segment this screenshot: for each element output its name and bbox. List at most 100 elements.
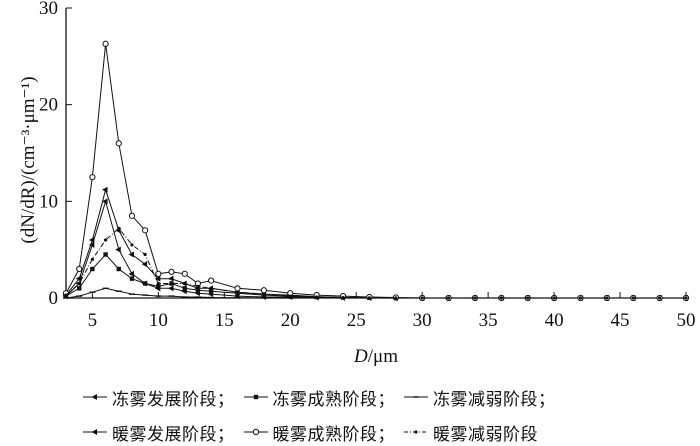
data-point [154, 275, 161, 282]
legend-item: 冻雾减弱阶段； [403, 385, 558, 410]
y-axis-label: (dN/dR)/(cm⁻³·μm⁻¹) [18, 76, 39, 243]
data-point [195, 288, 201, 293]
legend-separator: ； [217, 424, 235, 445]
data-point [76, 286, 82, 291]
legend-row-1: 冻雾发展阶段；冻雾成熟阶段；冻雾减弱阶段； [82, 385, 564, 410]
legend-marker [91, 429, 97, 435]
data-point [102, 198, 108, 205]
legend-item: 暖雾发展阶段； [82, 420, 237, 445]
data-point [88, 237, 95, 243]
series-line [65, 227, 686, 299]
data-point [90, 266, 95, 272]
chart: 0 10 20 30 5 10 15 20 25 30 35 40 45 50 (dN/dR)/(cm⁻³… [18, 0, 696, 367]
legend-marker [252, 428, 259, 436]
data-point [155, 270, 162, 277]
data-point [117, 226, 121, 230]
legend-swatch [243, 428, 268, 436]
data-point [64, 293, 68, 297]
x-tick-label: 15 [215, 310, 234, 331]
legend-separator: ； [538, 389, 556, 410]
data-point [141, 261, 148, 268]
data-point [499, 296, 503, 300]
y-tick-label: 10 [39, 191, 58, 212]
x-tick-label: 40 [545, 310, 564, 331]
data-point [75, 275, 82, 282]
x-tick-label: 25 [347, 310, 366, 331]
legend-label: 暖雾成熟阶段 [272, 424, 378, 445]
data-point [90, 257, 94, 261]
series-5 [62, 40, 690, 302]
y-tick-label: 0 [49, 288, 59, 309]
legend-swatch [404, 430, 428, 434]
data-point [115, 246, 121, 253]
series-6 [64, 226, 688, 300]
data-point [142, 227, 149, 234]
legend-label: 冻雾减弱阶段 [433, 389, 538, 410]
data-point [367, 296, 372, 300]
data-point [446, 296, 451, 300]
data-point [88, 241, 95, 248]
data-point [208, 277, 215, 284]
data-point [315, 295, 319, 299]
data-point [168, 285, 174, 292]
data-point [208, 289, 214, 294]
data-point [103, 252, 108, 257]
data-point [658, 296, 662, 300]
x-tick-label: 45 [611, 310, 630, 331]
data-point [115, 140, 122, 147]
data-point [116, 266, 121, 272]
x-axis-label-unit: /μm [368, 346, 398, 367]
data-point [128, 270, 134, 277]
legend-item: 暖雾成熟阶段； [243, 420, 398, 445]
data-point [103, 238, 108, 242]
data-point [526, 296, 530, 300]
data-point [130, 243, 134, 247]
legend-marker [253, 394, 258, 400]
data-point [631, 296, 635, 300]
data-point [605, 296, 609, 300]
data-point [288, 294, 292, 298]
data-point [89, 174, 96, 181]
data-point [420, 296, 424, 300]
data-point [168, 268, 175, 275]
legend-label: 冻雾成熟阶段 [272, 389, 378, 410]
data-point [168, 275, 174, 282]
data-point [394, 296, 398, 300]
series-line [65, 187, 686, 299]
x-tick-label: 20 [281, 310, 300, 331]
legend-row-2: 暖雾发展阶段；暖雾成熟阶段；暖雾减弱阶段 [82, 420, 544, 445]
y-tick-label: 20 [39, 95, 58, 116]
legend-item: 冻雾成熟阶段； [243, 385, 398, 410]
data-point [76, 265, 83, 273]
legend-label: 冻雾发展阶段 [112, 389, 217, 410]
data-point [235, 290, 240, 294]
data-point [102, 40, 109, 47]
data-point [77, 281, 81, 286]
data-point [156, 281, 160, 286]
x-tick-label: 50 [677, 310, 696, 331]
data-point [169, 281, 174, 286]
x-tick-label: 10 [149, 310, 168, 331]
data-point [182, 286, 187, 291]
legend-item: 冻雾发展阶段； [82, 385, 237, 410]
data-point [234, 285, 241, 292]
x-tick-label: 30 [413, 310, 432, 331]
data-point [473, 296, 477, 300]
x-tick-label: 35 [479, 310, 498, 331]
series-line [65, 43, 686, 299]
x-axis-label-var: D [353, 346, 368, 367]
legend-swatch [83, 429, 107, 435]
data-point [209, 286, 213, 290]
y-tick-label: 30 [39, 0, 58, 19]
data-point [341, 295, 345, 300]
data-point [181, 270, 188, 277]
data-point [578, 296, 583, 300]
data-point [684, 296, 688, 300]
data-point [128, 212, 136, 219]
legend-label: 暖雾减弱阶段 [433, 424, 538, 445]
data-point [143, 252, 147, 257]
x-axis-label: D/μm [353, 346, 398, 367]
axes: 0 10 20 30 5 10 15 20 25 30 35 40 45 50 [39, 0, 696, 331]
legend-label: 暖雾发展阶段 [112, 424, 217, 445]
data-point [142, 281, 148, 286]
